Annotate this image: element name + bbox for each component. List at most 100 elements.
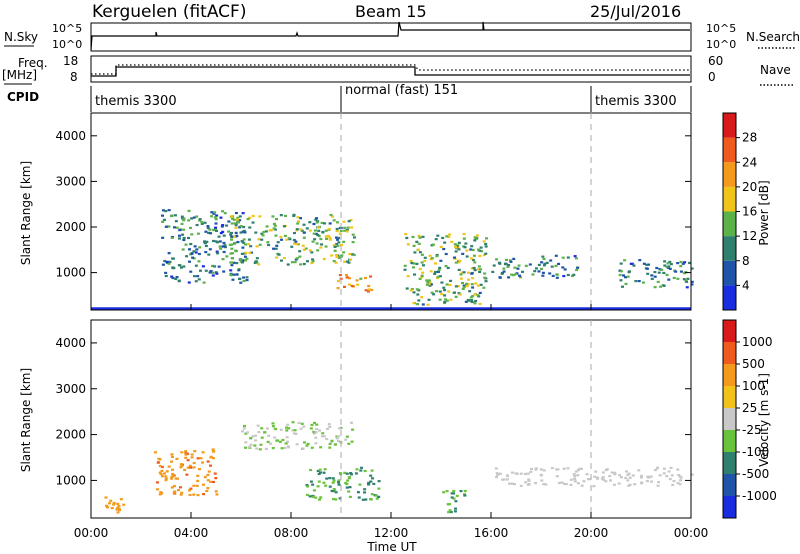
velocity-cell — [256, 424, 260, 427]
power-cell — [313, 238, 317, 241]
velocity-cell — [463, 493, 467, 496]
power-cell — [203, 240, 207, 243]
velocity-cell — [310, 423, 314, 427]
velocity-y-label: Slant Range [km] — [19, 368, 33, 472]
velocity-cell — [285, 429, 289, 432]
power-cell — [445, 235, 449, 238]
power-cell — [195, 215, 199, 218]
velocity-cell — [286, 423, 290, 426]
velocity-cell — [244, 441, 248, 444]
power-cell — [457, 292, 461, 295]
power-cell — [429, 270, 433, 273]
velocity-cell — [285, 426, 289, 429]
velocity-cell — [345, 472, 349, 475]
power-cell — [508, 259, 512, 262]
power-cell — [332, 244, 336, 247]
velocity-cell — [188, 493, 192, 497]
velocity-cell — [108, 502, 112, 505]
power-cell — [280, 238, 284, 241]
velocity-cell — [192, 466, 196, 469]
velocity-cell — [312, 432, 316, 435]
velocity-cell — [529, 467, 533, 471]
velocity-cell — [596, 477, 600, 480]
velocity-cell — [211, 448, 215, 451]
power-cell — [647, 263, 651, 266]
power-cell — [258, 215, 262, 218]
velocity-cell — [312, 489, 316, 492]
freq-panel — [90, 55, 692, 83]
power-cell — [482, 240, 486, 243]
velocity-cell — [676, 468, 680, 471]
velocity-cell — [442, 491, 446, 494]
power-cell — [242, 229, 246, 233]
velocity-cell — [208, 464, 212, 467]
power-cell — [533, 270, 537, 273]
velocity-cell — [284, 442, 288, 445]
power-cell — [441, 236, 445, 240]
power-cell — [646, 272, 650, 275]
power-cell — [234, 224, 238, 227]
power-cell — [541, 255, 545, 258]
velocity-cell — [446, 503, 450, 506]
power-cell — [554, 264, 558, 267]
velocity-cell — [526, 472, 530, 475]
power-cell — [161, 236, 165, 239]
power-cell — [247, 238, 251, 241]
power-cell — [229, 274, 233, 277]
power-cell — [571, 274, 575, 278]
power-cell — [420, 261, 424, 264]
power-cell — [228, 243, 232, 246]
power-cell — [232, 235, 236, 239]
power-cell — [682, 278, 686, 281]
power-cell — [305, 227, 309, 230]
colorbar-tick-label: -500 — [742, 467, 769, 481]
power-cell — [232, 273, 236, 276]
velocity-cell — [327, 423, 331, 426]
power-cell — [413, 251, 417, 254]
power-cell — [563, 268, 567, 271]
velocity-cell — [170, 453, 174, 456]
velocity-cell — [594, 470, 598, 473]
power-cell — [463, 246, 467, 249]
velocity-cell — [514, 472, 518, 475]
velocity-cell — [205, 489, 209, 493]
power-cell — [469, 296, 473, 299]
velocity-cell — [370, 469, 374, 472]
velocity-cell — [494, 467, 498, 470]
power-cell — [335, 227, 339, 231]
power-cell — [211, 271, 215, 274]
power-cell — [233, 222, 237, 225]
power-cell — [203, 242, 207, 245]
power-cell — [453, 243, 457, 246]
power-cell — [197, 278, 201, 281]
velocity-cell — [257, 430, 261, 434]
power-cell — [272, 247, 276, 250]
y-tick-label: 3000 — [55, 382, 86, 396]
power-cell — [667, 265, 671, 268]
power-cell — [443, 294, 447, 297]
velocity-cell — [662, 467, 666, 470]
velocity-cell — [276, 439, 280, 442]
velocity-cell — [690, 473, 694, 476]
cpid-bar — [90, 86, 692, 112]
power-cell — [421, 264, 425, 267]
power-cell — [202, 281, 206, 284]
power-cell — [313, 229, 317, 232]
power-cell — [173, 214, 177, 217]
freq-trace — [91, 66, 690, 77]
power-cell — [161, 263, 165, 266]
power-cell — [315, 217, 319, 220]
power-cell — [340, 254, 344, 257]
velocity-cell — [454, 500, 458, 503]
power-cell — [233, 241, 237, 245]
velocity-cell — [335, 435, 339, 438]
power-cell — [345, 230, 349, 233]
power-cell — [190, 252, 194, 255]
power-cell — [412, 301, 416, 305]
power-cell — [415, 262, 419, 265]
power-cell — [355, 279, 359, 282]
velocity-cell — [266, 440, 270, 444]
power-cell — [457, 248, 461, 251]
power-cell — [406, 243, 410, 246]
colorbar-swatch — [723, 386, 736, 408]
